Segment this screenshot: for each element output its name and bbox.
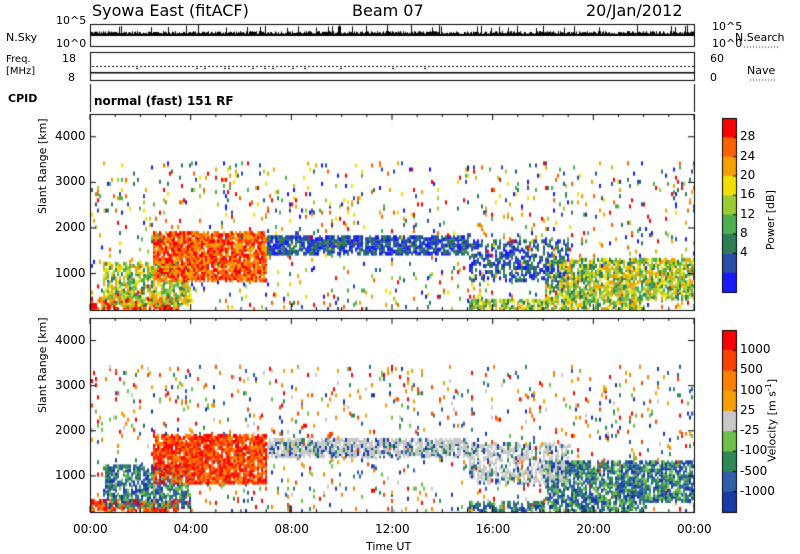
xtick-1: 04:00 (173, 522, 209, 536)
power-ylabel: Slant Range [km] (36, 118, 49, 214)
xtick-0: 00:00 (73, 522, 108, 536)
velocity-colorbar-tick-2: 100 (740, 382, 763, 397)
power-ytick-3: 1000 (55, 265, 86, 280)
power-ytick-1: 3000 (55, 174, 86, 189)
nsky-tick-top: 10^5 (56, 14, 87, 27)
nsearch-label: N.Search (735, 31, 785, 44)
power-colorbar-tick-6: 4 (740, 245, 748, 260)
velocity-ytick-0: 4000 (55, 332, 86, 347)
freq-tick-bottom: 8 (68, 71, 75, 84)
date-title: 20/Jan/2012 (586, 1, 683, 20)
xtick-6: 00:00 (677, 522, 712, 536)
time-axis-label: Time UT (366, 540, 412, 553)
power-colorbar-tick-0: 28 (740, 129, 756, 144)
velocity-colorbar-tick-7: -1000 (740, 483, 775, 498)
nave-tick-bottom: 0 (710, 71, 717, 84)
station-title: Syowa East (fitACF) (92, 1, 249, 20)
velocity-ytick-3: 1000 (55, 467, 86, 482)
xtick-3: 12:00 (375, 522, 410, 536)
nsearch-tick-bottom: 10^0 (712, 37, 743, 50)
power-ytick-2: 2000 (55, 219, 86, 234)
power-colorbar-tick-3: 16 (740, 187, 756, 202)
velocity-colorbar-tick-0: 1000 (740, 342, 771, 357)
velocity-colorbar-tick-1: 500 (740, 362, 763, 377)
freq-label: Freq. (6, 54, 31, 65)
beam-title: Beam 07 (352, 1, 424, 20)
xtick-4: 16:00 (475, 522, 511, 536)
power-colorbar-tick-1: 24 (740, 148, 756, 163)
power-colorbar-tick-5: 8 (740, 226, 748, 240)
velocity-colorbar-tick-4: -25 (740, 423, 760, 438)
velocity-colorbar-tick-5: -100 (740, 443, 768, 458)
cpid-label: CPID (8, 92, 38, 105)
nsky-tick-bottom: 10^0 (56, 37, 87, 50)
power-colorbar-tick-2: 20 (740, 168, 756, 182)
nsky-label: N.Sky (6, 31, 38, 44)
power-ytick-0: 4000 (55, 128, 86, 143)
xtick-5: 20:00 (576, 522, 611, 536)
freq-unit-label: [MHz] (6, 66, 36, 77)
nave-tick-top: 60 (710, 52, 724, 65)
power-colorbar-tick-4: 12 (740, 206, 756, 221)
xtick-2: 08:00 (274, 522, 309, 536)
power-colorbar-label: Power [dB] (764, 190, 777, 250)
velocity-colorbar-tick-3: 25 (740, 402, 756, 417)
freq-tick-top: 18 (62, 52, 76, 65)
nave-label: Nave (747, 64, 776, 77)
cpid-value: normal (fast) 151 RF (94, 94, 234, 108)
nsearch-tick-top: 10^5 (712, 20, 743, 33)
velocity-ytick-1: 3000 (55, 377, 86, 392)
velocity-colorbar-tick-6: -500 (740, 463, 768, 478)
velocity-ytick-2: 2000 (55, 422, 86, 437)
velocity-ylabel: Slant Range [km] (36, 317, 49, 413)
